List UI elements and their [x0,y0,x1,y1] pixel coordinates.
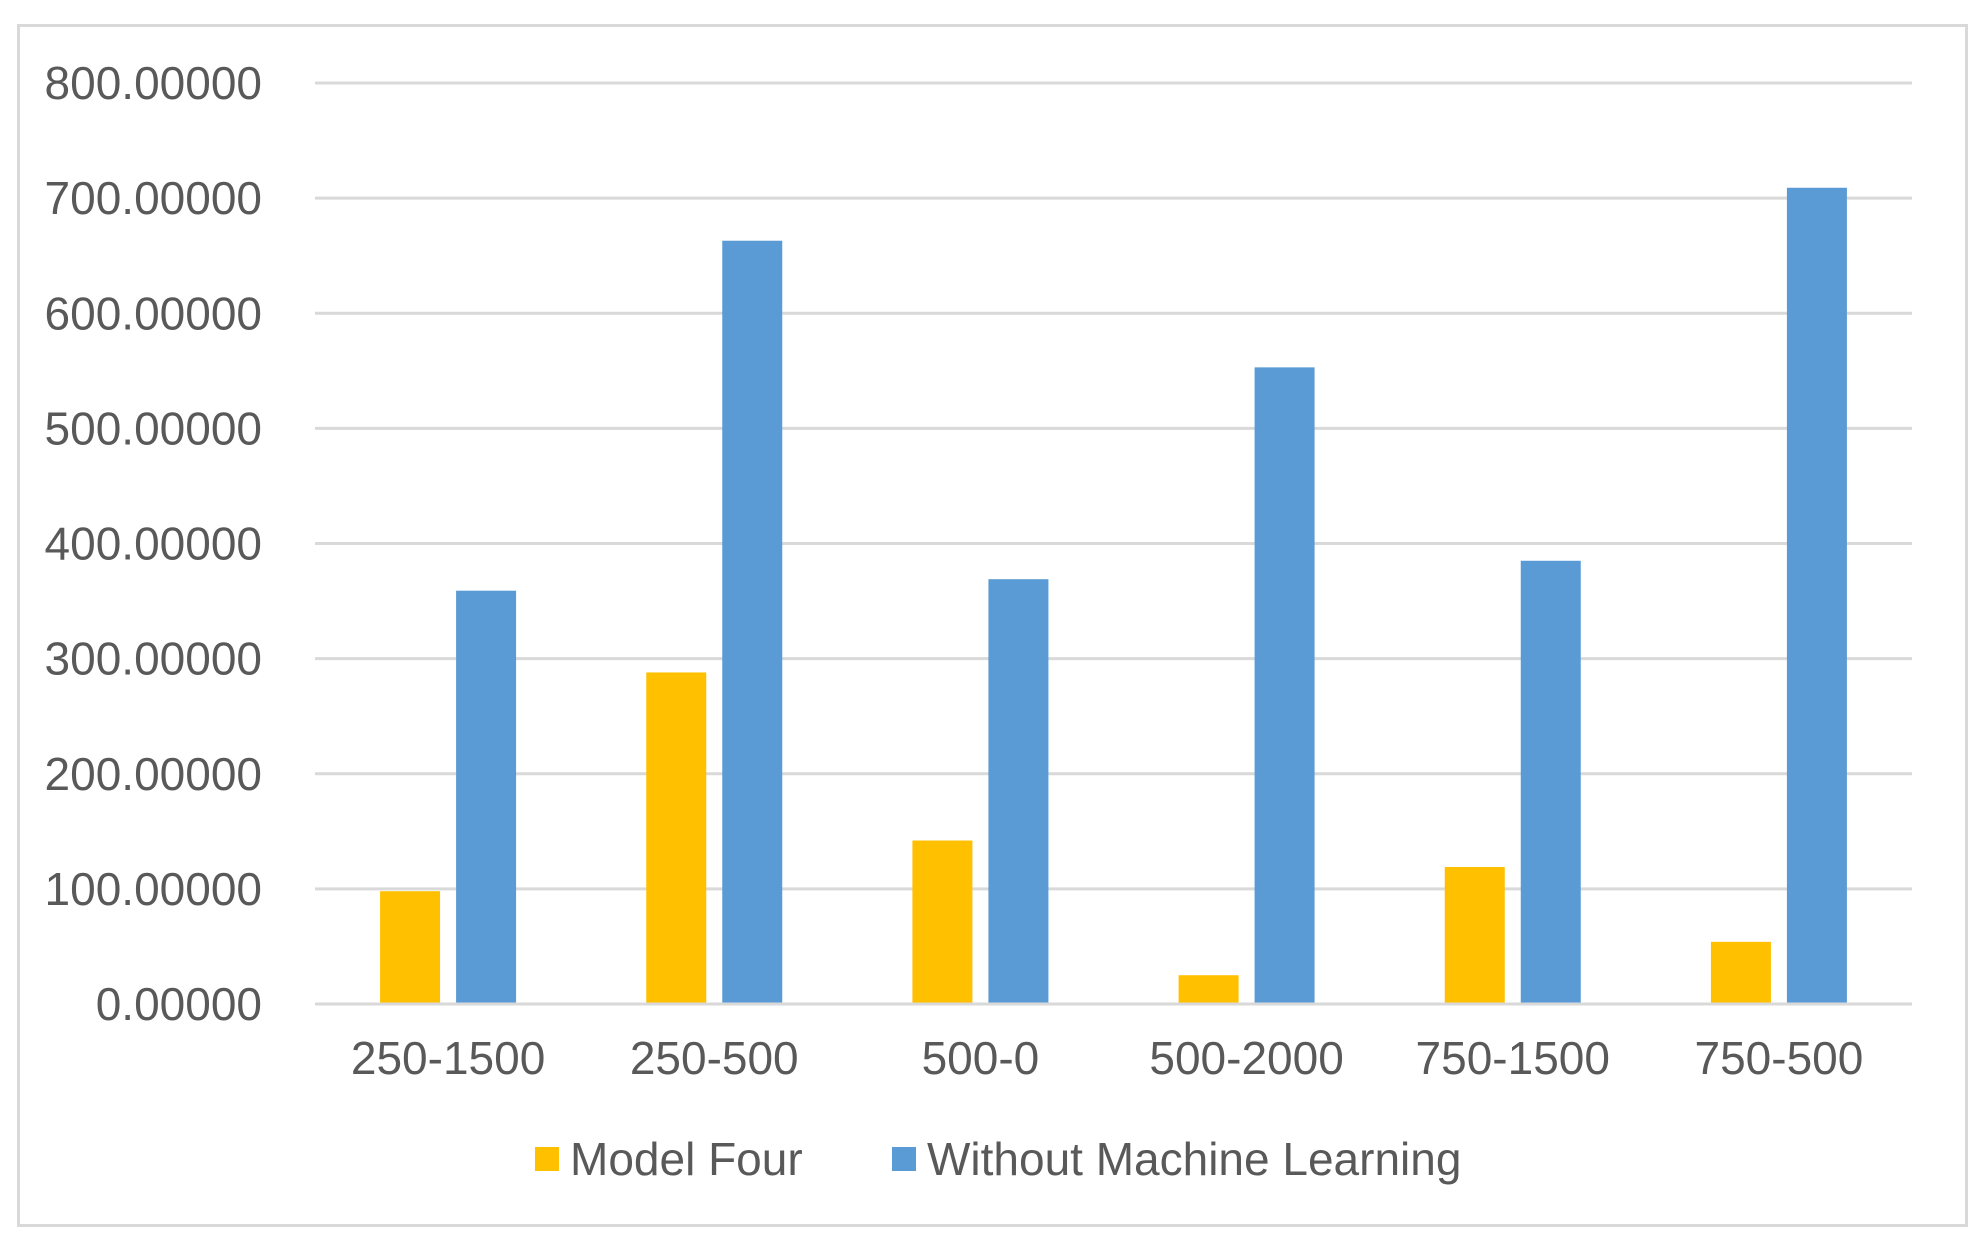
bar-without-machine-learning-250-500 [722,240,783,1004]
y-tick-label: 500.00000 [45,402,262,454]
y-tick-label: 100.00000 [45,863,262,915]
bar-model-four-750-1500 [1444,867,1505,1004]
legend-label: Model Four [570,1133,803,1185]
bar-model-four-750-500 [1710,941,1771,1004]
y-tick-label: 800.00000 [45,57,262,109]
bar-model-four-500-2000 [1178,975,1239,1004]
x-tick-label: 750-500 [1695,1032,1864,1084]
bar-model-four-250-1500 [380,891,441,1004]
gridlines [315,81,1912,891]
y-axis-tick-labels: 0.00000 100.00000 200.00000 300.00000 400.00… [45,57,262,1030]
y-tick-label: 700.00000 [45,172,262,224]
legend-label: Without Machine Learning [927,1133,1461,1185]
bars [380,187,1847,1005]
bar-model-four-250-500 [646,672,707,1004]
x-tick-label: 250-500 [630,1032,799,1084]
y-tick-label: 600.00000 [45,287,262,339]
legend-swatch [892,1147,916,1171]
x-tick-label: 500-2000 [1149,1032,1343,1084]
y-tick-label: 400.00000 [45,518,262,570]
bar-without-machine-learning-750-500 [1786,187,1847,1005]
x-tick-label: 250-1500 [351,1032,545,1084]
bar-without-machine-learning-500-0 [988,579,1049,1004]
bar-without-machine-learning-250-1500 [456,590,517,1004]
y-tick-label: 0.00000 [96,978,262,1030]
x-tick-label: 500-0 [922,1032,1040,1084]
legend: Model Four Without Machine Learning [535,1133,1461,1185]
x-axis-tick-labels: 250-1500 250-500 500-0 500-2000 750-1500 750-… [351,1032,1863,1084]
y-tick-label: 200.00000 [45,748,262,800]
y-tick-label: 300.00000 [45,633,262,685]
bar-model-four-500-0 [912,840,973,1004]
bar-without-machine-learning-500-2000 [1254,367,1315,1004]
x-tick-label: 750-1500 [1416,1032,1610,1084]
bar-without-machine-learning-750-1500 [1520,560,1581,1004]
legend-swatch [535,1147,559,1171]
